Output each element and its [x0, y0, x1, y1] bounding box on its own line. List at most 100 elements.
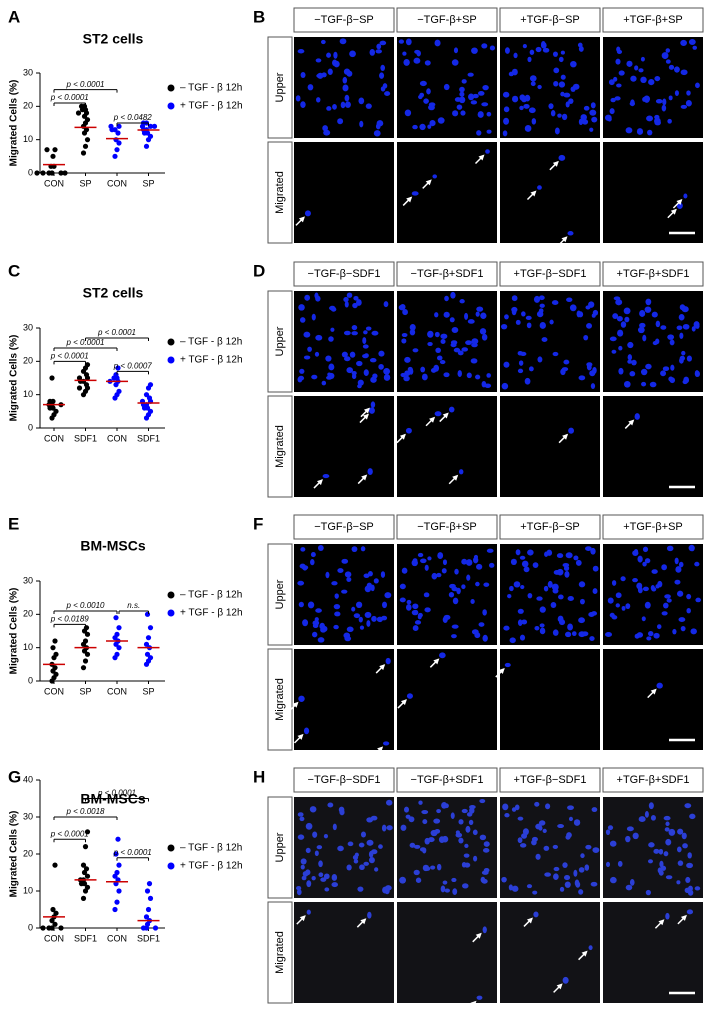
- cell: [528, 366, 534, 372]
- cell: [322, 474, 330, 479]
- cell: [522, 828, 529, 836]
- cell: [609, 108, 615, 115]
- cell: [533, 295, 541, 303]
- cell: [550, 109, 556, 117]
- panel-letter: A: [8, 7, 20, 26]
- cell: [364, 353, 369, 358]
- cell: [370, 401, 376, 408]
- cell: [444, 295, 449, 302]
- cell: [567, 231, 574, 236]
- cell: [378, 350, 385, 357]
- cell: [357, 886, 364, 892]
- cell: [646, 115, 654, 122]
- cell: [578, 375, 586, 381]
- cell: [482, 634, 488, 642]
- cell: [513, 52, 518, 59]
- p-value: p < 0.0001: [97, 328, 136, 337]
- arrow-head: [552, 160, 559, 167]
- cell: [463, 853, 470, 858]
- cell: [467, 319, 475, 324]
- cell: [406, 599, 412, 605]
- cell: [551, 300, 559, 306]
- cell: [552, 629, 559, 636]
- cell: [450, 812, 455, 819]
- cell: [444, 888, 451, 893]
- cell: [687, 885, 693, 892]
- cell: [476, 306, 484, 312]
- data-point: [116, 862, 122, 868]
- cell: [567, 623, 573, 631]
- p-value: p < 0.0018: [65, 807, 105, 816]
- data-point: [46, 925, 52, 931]
- cell: [620, 576, 626, 582]
- data-point: [112, 153, 118, 159]
- cell: [572, 83, 580, 90]
- column-header-box: [293, 767, 395, 793]
- cell: [695, 371, 700, 377]
- cell: [486, 129, 492, 134]
- cell: [563, 875, 571, 881]
- panel-letter: E: [8, 514, 19, 533]
- data-point: [83, 372, 90, 378]
- cell: [409, 329, 416, 336]
- column-header-box: [499, 767, 601, 793]
- cell: [507, 593, 512, 599]
- cell: [483, 582, 490, 587]
- cell: [382, 886, 389, 894]
- cell: [502, 91, 510, 98]
- data-point: [53, 408, 59, 414]
- cell: [400, 824, 407, 831]
- cell: [357, 379, 364, 386]
- column-header: +TGF-β−SDF1: [514, 774, 587, 786]
- cell: [341, 589, 348, 594]
- cell: [442, 880, 448, 885]
- cell: [529, 75, 537, 82]
- cell: [520, 584, 525, 590]
- cell: [323, 834, 329, 839]
- cell: [519, 105, 524, 111]
- cell: [405, 814, 411, 819]
- cell: [421, 809, 429, 815]
- cell: [651, 569, 658, 574]
- cell: [611, 615, 618, 620]
- cell: [440, 333, 448, 339]
- cell: [683, 376, 690, 384]
- x-tick-label: SDF1: [137, 933, 160, 943]
- cell: [417, 612, 423, 618]
- cell: [471, 338, 479, 345]
- arrow-head: [581, 950, 588, 957]
- data-point: [144, 888, 151, 894]
- cell: [586, 362, 593, 367]
- cell: [573, 819, 581, 826]
- y-tick-label: 20: [23, 101, 33, 111]
- cell: [441, 568, 447, 574]
- cell: [314, 351, 320, 357]
- column-header-box: [396, 261, 498, 287]
- y-tick-label: 0: [28, 167, 33, 177]
- cell: [694, 561, 700, 567]
- cell: [519, 843, 527, 848]
- cell: [578, 617, 585, 624]
- cell: [378, 363, 384, 370]
- data-point: [84, 362, 91, 368]
- cell: [459, 91, 465, 97]
- arrow-head: [670, 208, 677, 215]
- data-point: [53, 671, 59, 677]
- y-tick-label: 40: [23, 774, 33, 784]
- cell: [607, 597, 614, 604]
- panel-letter: G: [8, 767, 21, 786]
- cell: [581, 631, 589, 637]
- cell: [553, 569, 561, 575]
- p-value: p < 0.0001: [50, 351, 89, 360]
- cell: [692, 45, 698, 50]
- data-point: [52, 638, 58, 644]
- cell: [399, 597, 406, 603]
- column-header-box: [602, 514, 704, 540]
- y-axis-label: Migrated Cells (%): [9, 335, 20, 422]
- cell: [654, 75, 661, 82]
- cell: [443, 614, 451, 620]
- cell: [620, 321, 627, 328]
- cell: [315, 608, 322, 613]
- micrograph: [294, 649, 394, 750]
- column-header-box: [499, 7, 601, 33]
